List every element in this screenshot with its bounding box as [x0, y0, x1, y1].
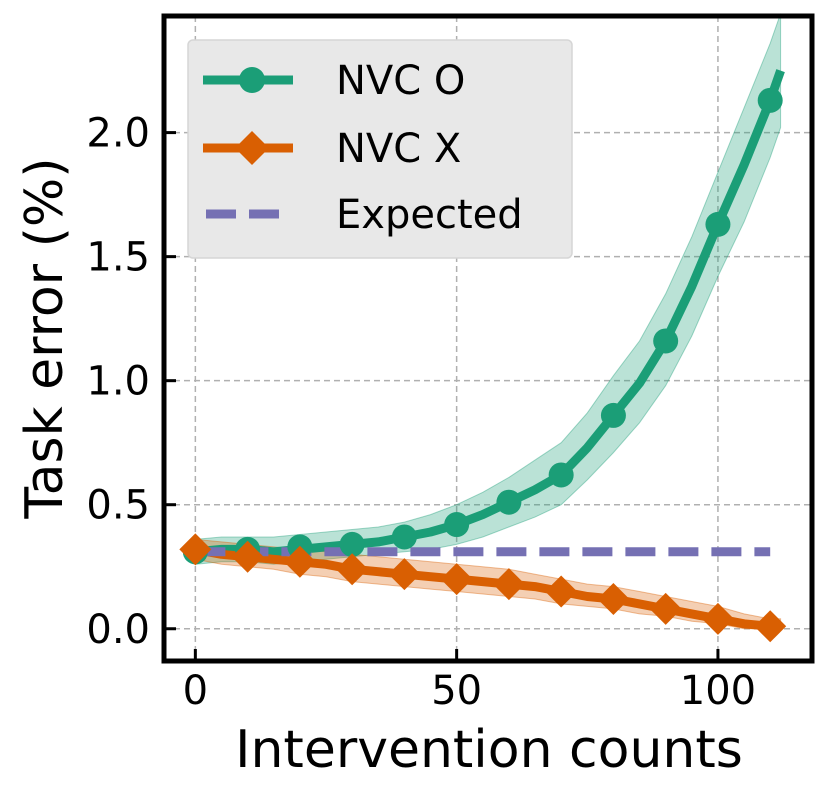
- marker-nvc-o: [496, 489, 522, 515]
- marker-nvc-o: [653, 328, 679, 354]
- y-tick-label: 0.0: [86, 607, 150, 653]
- marker-nvc-x: [179, 533, 212, 566]
- marker-nvc-x: [754, 610, 787, 643]
- marker-nvc-x: [649, 592, 682, 625]
- marker-nvc-x: [440, 563, 473, 596]
- y-tick-labels: 0.0 0.5 1.0 1.5 2.0: [86, 111, 150, 653]
- marker-nvc-x: [388, 558, 421, 591]
- series-markers: [179, 87, 787, 643]
- marker-nvc-x: [336, 553, 369, 586]
- marker-nvc-o: [444, 512, 470, 538]
- marker-nvc-o: [391, 524, 417, 550]
- legend-box: [187, 39, 573, 259]
- legend-label-nvc-x: NVC X: [336, 126, 461, 172]
- legend-label-nvc-o: NVC O: [336, 58, 465, 104]
- marker-nvc-x: [492, 568, 525, 601]
- marker-nvc-x: [283, 545, 316, 578]
- marker-nvc-o: [548, 462, 574, 488]
- marker-nvc-x: [231, 540, 264, 573]
- legend-marker-nvc-x: [235, 131, 269, 165]
- x-tick-label: 100: [680, 668, 756, 714]
- y-tick-label: 0.5: [86, 483, 150, 529]
- marker-nvc-o: [600, 402, 626, 428]
- y-tick-label: 2.0: [86, 111, 150, 157]
- marker-nvc-o: [339, 531, 365, 557]
- marker-nvc-x: [701, 602, 734, 635]
- y-tick-label: 1.0: [86, 359, 150, 405]
- x-axis-label: Intervention counts: [235, 720, 743, 780]
- y-axis-label: Task error (%): [15, 157, 75, 519]
- marker-nvc-o: [757, 87, 783, 113]
- y-tick-label: 1.5: [86, 235, 150, 281]
- x-tick-label: 0: [183, 668, 208, 714]
- marker-nvc-o: [705, 211, 731, 237]
- x-tick-label: 50: [431, 668, 482, 714]
- marker-nvc-x: [597, 582, 630, 615]
- legend: NVC O NVC X Expected: [187, 39, 573, 259]
- marker-nvc-x: [545, 575, 578, 608]
- legend-marker-nvc-o: [239, 67, 265, 93]
- legend-label-expected: Expected: [336, 192, 523, 238]
- plot-frame: [161, 13, 815, 664]
- x-tick-labels: 0 50 100: [183, 668, 756, 714]
